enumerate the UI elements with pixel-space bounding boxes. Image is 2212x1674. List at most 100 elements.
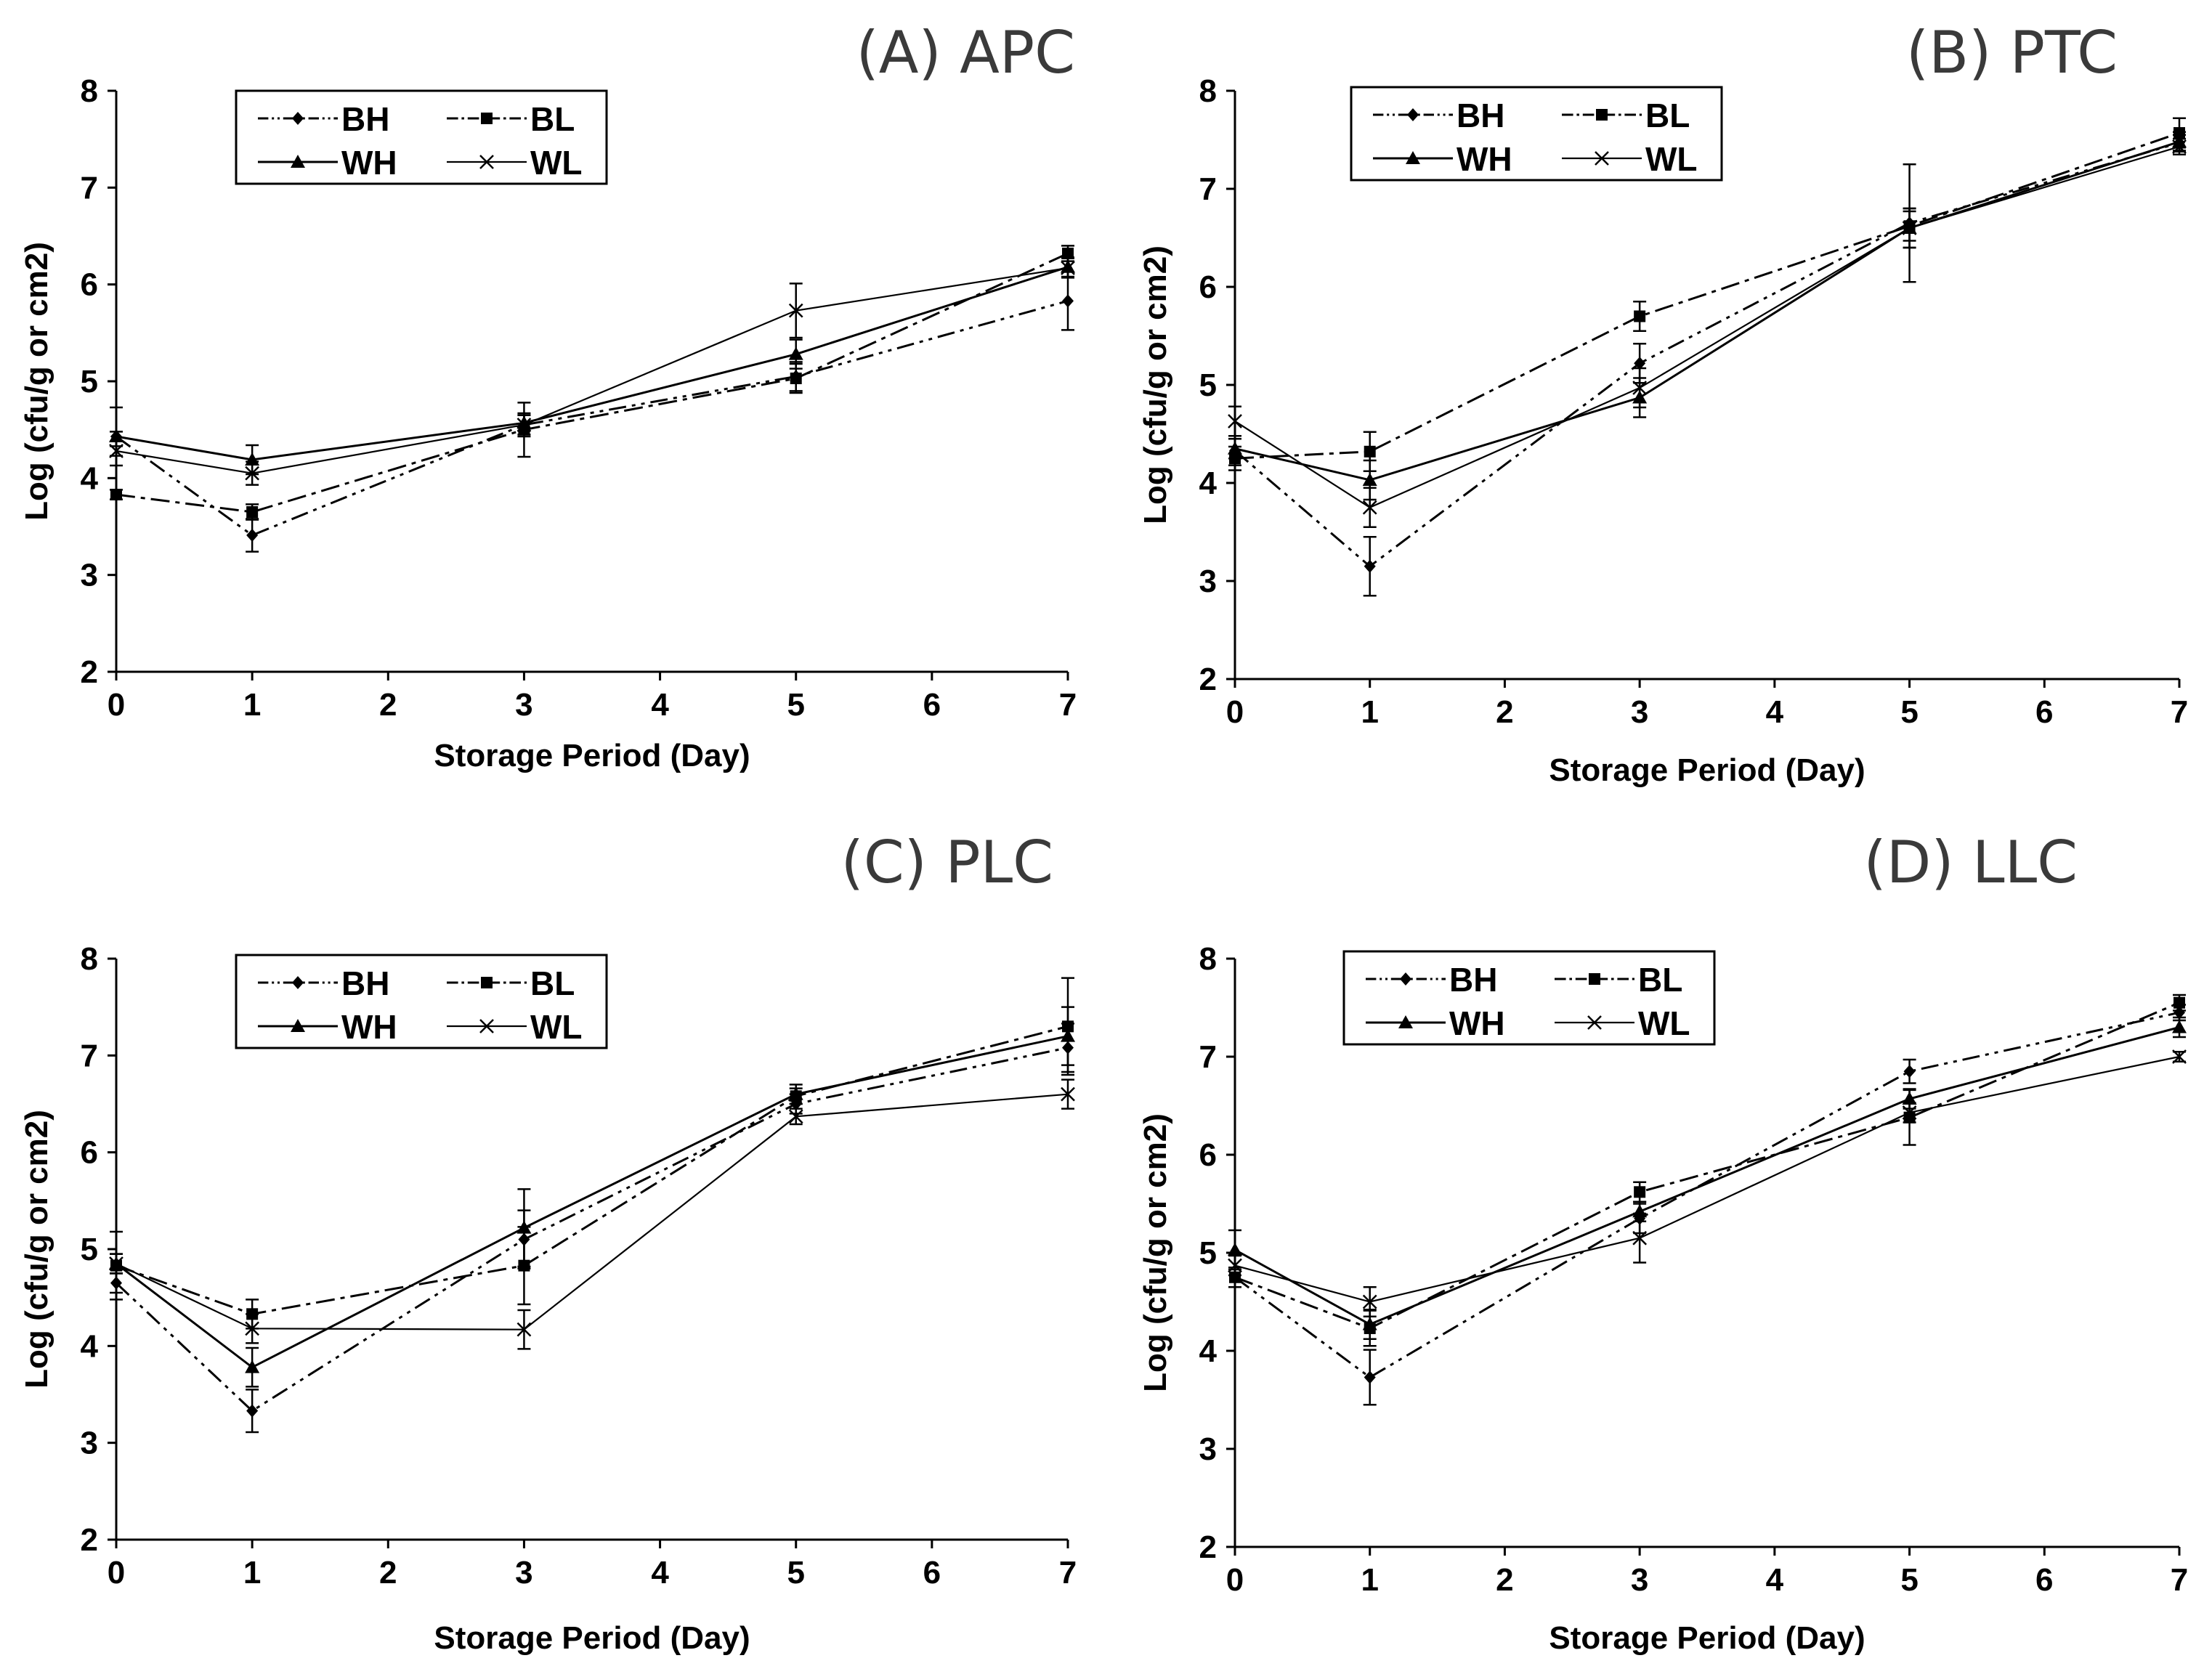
data-point bbox=[1634, 310, 1646, 322]
data-point bbox=[790, 373, 802, 384]
data-point bbox=[1362, 500, 1377, 515]
data-point bbox=[1061, 1028, 1075, 1042]
legend-marker bbox=[1587, 1015, 1602, 1030]
series-line bbox=[1234, 1055, 2180, 1303]
y-axis-title: Log (cfu/g or cm2) bbox=[19, 242, 54, 521]
data-point bbox=[1228, 1242, 1242, 1256]
series-line bbox=[116, 266, 1069, 461]
y-tick-label: 6 bbox=[81, 267, 98, 303]
data-point bbox=[1634, 357, 1646, 370]
x-tick-label: 2 bbox=[1496, 694, 1513, 730]
legend-marker bbox=[481, 113, 493, 124]
data-point bbox=[109, 429, 123, 442]
x-tick-label: 7 bbox=[1059, 1555, 1077, 1590]
y-tick-label: 4 bbox=[1199, 1333, 1218, 1369]
legend-label: WH bbox=[341, 1008, 397, 1046]
legend-marker bbox=[479, 155, 494, 169]
legend-label: WL bbox=[530, 1008, 583, 1046]
y-tick-label: 3 bbox=[81, 1426, 98, 1461]
data-point bbox=[1902, 221, 1917, 235]
data-point bbox=[1634, 1186, 1646, 1198]
data-point bbox=[1902, 1092, 1917, 1105]
x-tick-label: 4 bbox=[1766, 1562, 1784, 1598]
x-tick-label: 0 bbox=[1226, 694, 1244, 730]
chart-panel-3: (C) PLC 2 3 4 5 6 7 8 0 1 2 3 4 5 6 7 Storage Period (Da… bbox=[19, 829, 1077, 1656]
x-tick-label: 5 bbox=[787, 687, 804, 723]
legend-marker bbox=[1595, 151, 1609, 166]
x-tick-label: 3 bbox=[1631, 694, 1648, 730]
y-tick-label: 5 bbox=[81, 1232, 98, 1267]
series-WH bbox=[109, 1006, 1075, 1388]
x-tick-label: 6 bbox=[923, 687, 941, 723]
data-point bbox=[1228, 1258, 1242, 1273]
data-point bbox=[246, 1404, 259, 1418]
x-tick-label: 1 bbox=[1361, 694, 1378, 730]
data-point bbox=[1364, 1370, 1376, 1384]
legend-marker bbox=[479, 1019, 494, 1033]
x-axis-title: Storage Period (Day) bbox=[1549, 1620, 1865, 1656]
legend-label: BL bbox=[1638, 961, 1682, 999]
y-axis-title: Log (cfu/g or cm2) bbox=[1138, 1113, 1173, 1392]
x-tick-label: 7 bbox=[2171, 1562, 2188, 1598]
y-tick-label: 2 bbox=[81, 1522, 98, 1558]
y-tick-label: 6 bbox=[1199, 269, 1217, 305]
data-point bbox=[109, 1256, 123, 1271]
x-tick-label: 0 bbox=[108, 687, 125, 723]
y-tick-label: 2 bbox=[1199, 662, 1217, 697]
data-point bbox=[2173, 996, 2185, 1009]
x-tick-label: 2 bbox=[1496, 1562, 1513, 1598]
series-line bbox=[116, 1093, 1069, 1330]
legend-label: BH bbox=[341, 100, 389, 138]
x-tick-label: 5 bbox=[1900, 694, 1918, 730]
y-tick-label: 3 bbox=[1199, 564, 1217, 599]
data-point bbox=[245, 1360, 260, 1373]
x-tick-label: 1 bbox=[243, 1555, 261, 1590]
y-tick-label: 8 bbox=[81, 941, 98, 977]
legend-label: BH bbox=[341, 964, 389, 1002]
data-point bbox=[2172, 139, 2187, 154]
data-point bbox=[1228, 414, 1242, 428]
x-tick-label: 6 bbox=[2035, 694, 2053, 730]
data-point bbox=[246, 506, 259, 518]
panel-title: (A) APC bbox=[856, 19, 1075, 86]
legend-marker bbox=[481, 977, 493, 988]
y-tick-label: 7 bbox=[81, 1038, 98, 1073]
series-line bbox=[1234, 1026, 2180, 1326]
legend-marker bbox=[291, 1019, 305, 1032]
legend-label: WH bbox=[1449, 1004, 1505, 1042]
legend-box bbox=[1350, 86, 1723, 182]
series-line bbox=[116, 1025, 1069, 1315]
series-WL bbox=[109, 257, 1075, 486]
data-point bbox=[516, 1322, 532, 1337]
legend-marker bbox=[1589, 973, 1600, 985]
data-point bbox=[1362, 1294, 1377, 1309]
data-point bbox=[245, 466, 260, 481]
x-tick-label: 5 bbox=[1900, 1562, 1918, 1598]
x-tick-label: 4 bbox=[1766, 694, 1784, 730]
series-line bbox=[116, 252, 1069, 513]
data-point bbox=[1061, 1086, 1075, 1102]
data-point bbox=[516, 1220, 532, 1234]
y-tick-label: 7 bbox=[1199, 171, 1217, 207]
x-tick-label: 4 bbox=[651, 687, 669, 723]
x-tick-label: 3 bbox=[515, 687, 532, 723]
legend-box bbox=[235, 954, 608, 1049]
legend-label: BH bbox=[1457, 97, 1504, 134]
data-point bbox=[2172, 1049, 2187, 1064]
x-tick-label: 2 bbox=[379, 687, 397, 723]
y-tick-label: 5 bbox=[81, 364, 98, 399]
data-point bbox=[1362, 472, 1377, 486]
legend-marker bbox=[292, 976, 304, 989]
x-tick-label: 5 bbox=[787, 1555, 804, 1590]
series-WH bbox=[1228, 1016, 2187, 1341]
legend: BH BL WH WL bbox=[1342, 950, 1716, 1046]
x-tick-label: 7 bbox=[1059, 687, 1077, 723]
y-tick-label: 3 bbox=[81, 558, 98, 593]
series-line bbox=[116, 1035, 1069, 1369]
legend-label: WL bbox=[1645, 140, 1698, 178]
panel-title: (C) PLC bbox=[841, 829, 1053, 896]
y-tick-label: 6 bbox=[81, 1135, 98, 1171]
y-tick-label: 4 bbox=[1199, 466, 1218, 501]
data-point bbox=[788, 346, 803, 360]
